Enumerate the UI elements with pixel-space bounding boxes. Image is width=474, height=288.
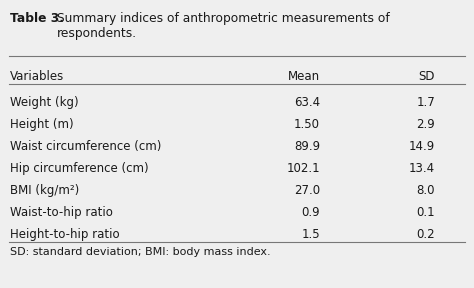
Text: Table 3.: Table 3. [10,12,64,25]
Text: Waist circumference (cm): Waist circumference (cm) [10,140,161,153]
Text: 89.9: 89.9 [294,140,320,153]
Text: 0.9: 0.9 [301,206,320,219]
Text: 2.9: 2.9 [416,118,435,131]
Text: 63.4: 63.4 [294,96,320,109]
Text: 13.4: 13.4 [409,162,435,175]
Text: Summary indices of anthropometric measurements of
respondents.: Summary indices of anthropometric measur… [57,12,390,40]
Text: 0.2: 0.2 [416,228,435,241]
Text: Variables: Variables [10,70,64,83]
Text: 27.0: 27.0 [294,184,320,197]
Text: 102.1: 102.1 [286,162,320,175]
Text: Height (m): Height (m) [10,118,73,131]
Text: BMI (kg/m²): BMI (kg/m²) [10,184,79,197]
Text: Weight (kg): Weight (kg) [10,96,79,109]
Text: Height-to-hip ratio: Height-to-hip ratio [10,228,119,241]
Text: Hip circumference (cm): Hip circumference (cm) [10,162,149,175]
Text: SD: SD [419,70,435,83]
Text: Mean: Mean [288,70,320,83]
Text: 8.0: 8.0 [417,184,435,197]
Text: 0.1: 0.1 [416,206,435,219]
Text: SD: standard deviation; BMI: body mass index.: SD: standard deviation; BMI: body mass i… [10,247,271,257]
Text: 1.5: 1.5 [301,228,320,241]
Text: Waist-to-hip ratio: Waist-to-hip ratio [10,206,113,219]
Text: 14.9: 14.9 [409,140,435,153]
Text: 1.7: 1.7 [416,96,435,109]
Text: 1.50: 1.50 [294,118,320,131]
